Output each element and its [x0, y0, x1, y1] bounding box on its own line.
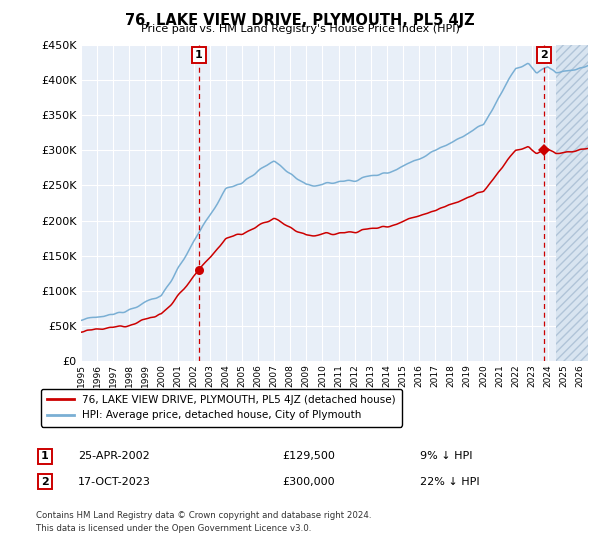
Text: £300,000: £300,000 — [282, 477, 335, 487]
Text: Contains HM Land Registry data © Crown copyright and database right 2024.: Contains HM Land Registry data © Crown c… — [36, 511, 371, 520]
Text: 2: 2 — [541, 50, 548, 60]
Text: 2: 2 — [41, 477, 49, 487]
Text: Price paid vs. HM Land Registry's House Price Index (HPI): Price paid vs. HM Land Registry's House … — [140, 24, 460, 34]
Text: 1: 1 — [195, 50, 203, 60]
Text: 76, LAKE VIEW DRIVE, PLYMOUTH, PL5 4JZ: 76, LAKE VIEW DRIVE, PLYMOUTH, PL5 4JZ — [125, 13, 475, 28]
Text: 9% ↓ HPI: 9% ↓ HPI — [420, 451, 473, 461]
Text: 25-APR-2002: 25-APR-2002 — [78, 451, 150, 461]
Text: 22% ↓ HPI: 22% ↓ HPI — [420, 477, 479, 487]
Legend: 76, LAKE VIEW DRIVE, PLYMOUTH, PL5 4JZ (detached house), HPI: Average price, det: 76, LAKE VIEW DRIVE, PLYMOUTH, PL5 4JZ (… — [41, 389, 402, 427]
Text: 17-OCT-2023: 17-OCT-2023 — [78, 477, 151, 487]
Text: 1: 1 — [41, 451, 49, 461]
Text: This data is licensed under the Open Government Licence v3.0.: This data is licensed under the Open Gov… — [36, 524, 311, 533]
Text: £129,500: £129,500 — [282, 451, 335, 461]
